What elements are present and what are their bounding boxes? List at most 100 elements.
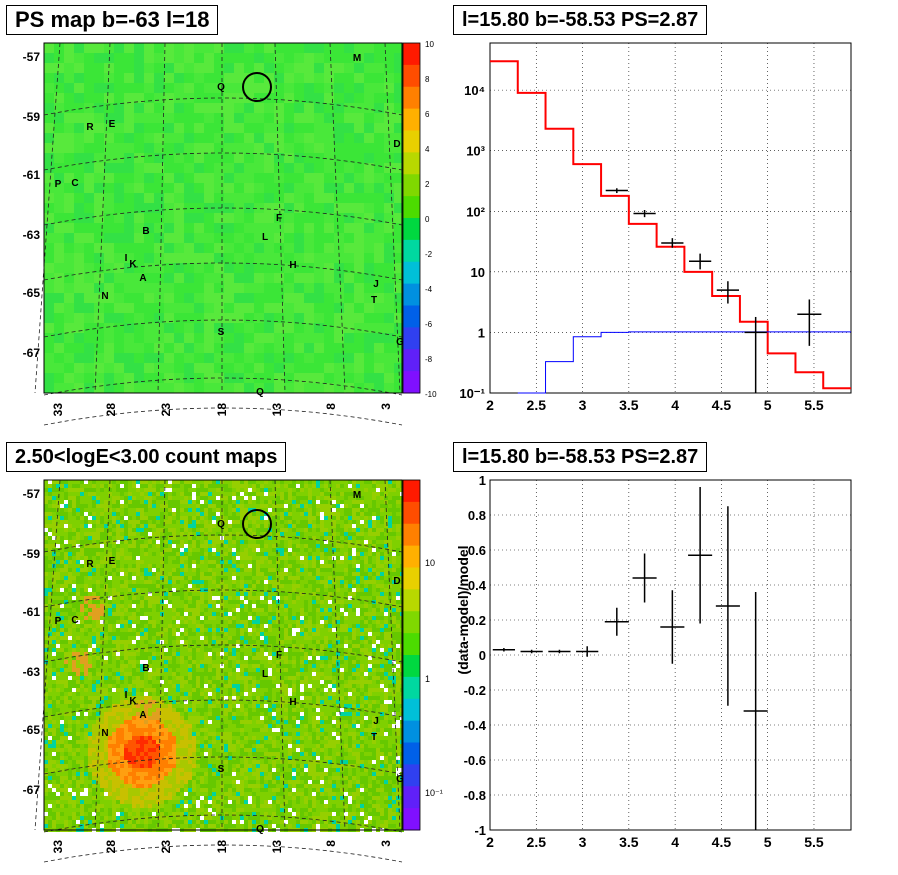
heatmap-cell — [288, 612, 292, 616]
heatmap-cell — [52, 552, 56, 556]
heatmap-cell — [160, 636, 164, 640]
heatmap-cell — [316, 488, 320, 492]
heatmap-cell — [256, 632, 260, 636]
heatmap-cell — [216, 556, 220, 560]
heatmap-cell — [176, 524, 180, 528]
heatmap-cell — [356, 548, 360, 552]
heatmap-cell — [244, 313, 254, 323]
heatmap-cell — [124, 568, 128, 572]
heatmap-cell — [194, 333, 204, 343]
heatmap-cell — [284, 263, 294, 273]
heatmap-cell — [356, 628, 360, 632]
heatmap-cell — [64, 612, 68, 616]
heatmap-cell — [104, 528, 108, 532]
heatmap-cell — [252, 576, 256, 580]
heatmap-cell — [354, 343, 364, 353]
heatmap-cell — [208, 496, 212, 500]
heatmap-cell — [364, 588, 368, 592]
heatmap-cell — [356, 496, 360, 500]
heatmap-cell — [300, 632, 304, 636]
heatmap-cell — [260, 604, 264, 608]
heatmap-cell — [296, 500, 300, 504]
heatmap-cell — [200, 640, 204, 644]
heatmap-cell — [352, 488, 356, 492]
heatmap-cell — [152, 556, 156, 560]
heatmap-cell — [64, 103, 74, 113]
heatmap-cell — [214, 263, 224, 273]
heatmap-cell — [184, 213, 194, 223]
heatmap-cell — [320, 572, 324, 576]
heatmap-cell — [180, 596, 184, 600]
heatmap-cell — [194, 103, 204, 113]
heatmap-cell — [92, 560, 96, 564]
heatmap-cell — [204, 53, 214, 63]
heatmap-cell — [304, 616, 308, 620]
heatmap-cell — [200, 484, 204, 488]
heatmap-cell — [96, 548, 100, 552]
heatmap-cell — [80, 496, 84, 500]
heatmap-cell — [164, 580, 168, 584]
heatmap-cell — [252, 524, 256, 528]
heatmap-cell — [152, 540, 156, 544]
heatmap-cell — [214, 353, 224, 363]
heatmap-cell — [234, 63, 244, 73]
heatmap-cell — [104, 153, 114, 163]
heatmap-cell — [124, 604, 128, 608]
heatmap-cell — [68, 564, 72, 568]
heatmap-cell — [304, 283, 314, 293]
heatmap-cell — [48, 572, 52, 576]
heatmap-cell — [236, 556, 240, 560]
heatmap-cell — [188, 600, 192, 604]
heatmap-cell — [224, 524, 228, 528]
heatmap-cell — [280, 524, 284, 528]
heatmap-cell — [348, 480, 352, 484]
heatmap-cell — [334, 183, 344, 193]
heatmap-cell — [264, 628, 268, 632]
heatmap-cell — [348, 512, 352, 516]
heatmap-cell — [136, 552, 140, 556]
heatmap-cell — [244, 540, 248, 544]
heatmap-cell — [392, 520, 396, 524]
heatmap-cell — [340, 504, 344, 508]
heatmap-cell — [316, 560, 320, 564]
heatmap-cell — [140, 512, 144, 516]
heatmap-cell — [244, 604, 248, 608]
heatmap-cell — [112, 500, 116, 504]
heatmap-cell — [120, 576, 124, 580]
heatmap-cell — [244, 628, 248, 632]
heatmap-cell — [164, 253, 174, 263]
heatmap-cell — [68, 616, 72, 620]
heatmap-cell — [280, 620, 284, 624]
heatmap-cell — [268, 544, 272, 548]
heatmap-cell — [356, 484, 360, 488]
heatmap-cell — [112, 488, 116, 492]
heatmap-cell — [248, 540, 252, 544]
heatmap-cell — [104, 323, 114, 333]
heatmap-cell — [64, 123, 74, 133]
heatmap-cell — [392, 528, 396, 532]
heatmap-cell — [380, 636, 384, 640]
latitude-line — [43, 319, 403, 338]
heatmap-cell — [268, 572, 272, 576]
heatmap-cell — [104, 512, 108, 516]
heatmap-cell — [136, 536, 140, 540]
heatmap-cell — [248, 624, 252, 628]
heatmap-cell — [72, 484, 76, 488]
heatmap-cell — [152, 564, 156, 568]
heatmap-cell — [134, 133, 144, 143]
heatmap-cell — [304, 353, 314, 363]
heatmap-cell — [192, 500, 196, 504]
heatmap-cell — [100, 572, 104, 576]
heatmap-cell — [228, 624, 232, 628]
heatmap-cell — [52, 492, 56, 496]
heatmap-cell — [208, 504, 212, 508]
heatmap-cell — [80, 568, 84, 572]
heatmap-cell — [268, 540, 272, 544]
heatmap-cell — [128, 504, 132, 508]
heatmap-cell — [332, 512, 336, 516]
heatmap-cell — [264, 43, 274, 53]
heatmap-cell — [280, 628, 284, 632]
heatmap-cell — [292, 516, 296, 520]
heatmap-cell — [228, 536, 232, 540]
heatmap-cell — [64, 203, 74, 213]
